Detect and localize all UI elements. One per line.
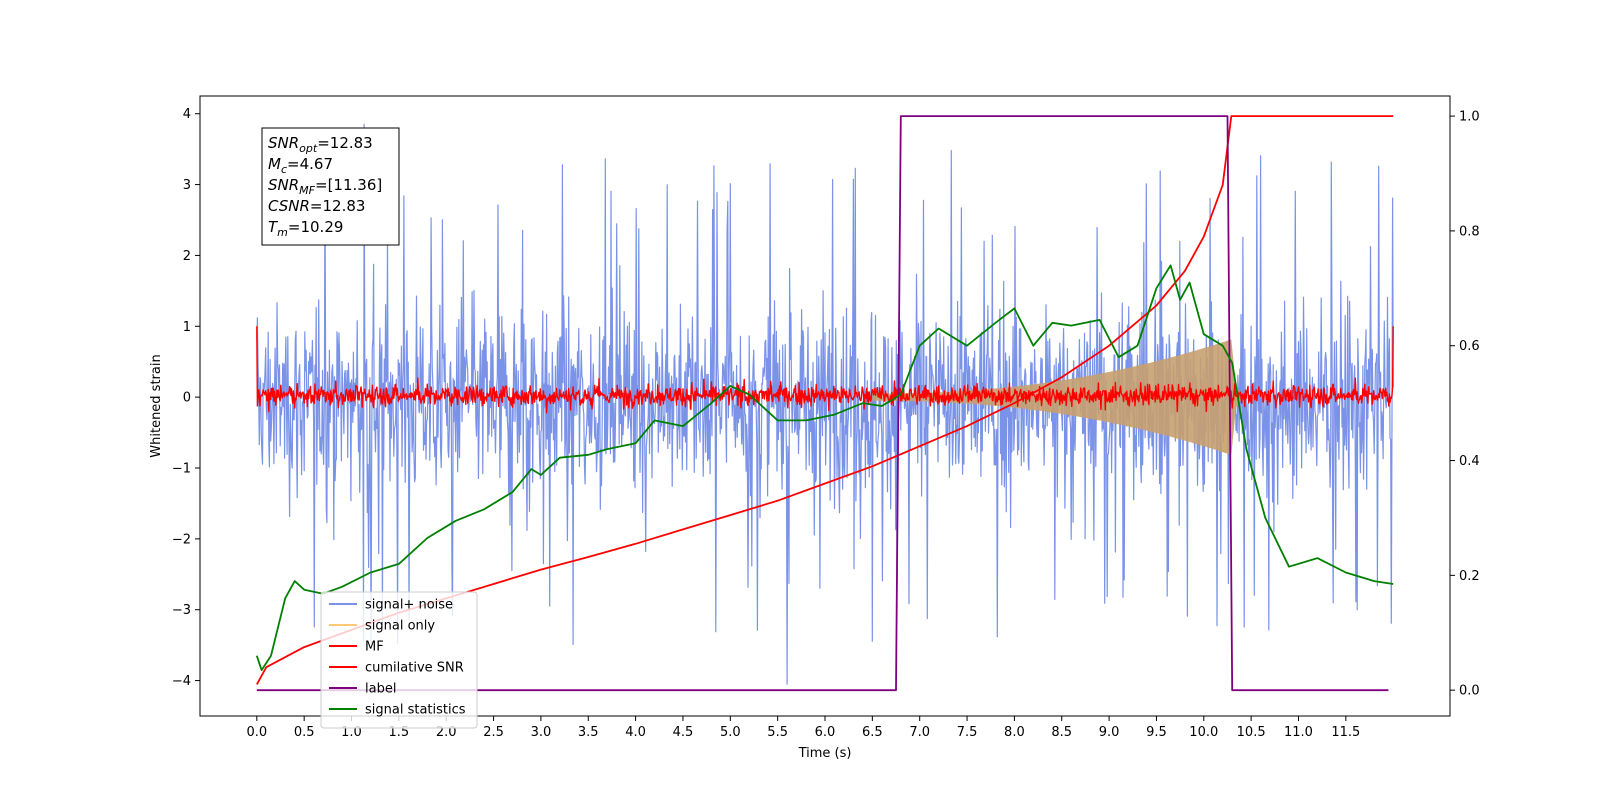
series-mf [256,326,1394,414]
axes-layer: 0.0 0.5 1.0 1.5 2.0 2.5 3.0 3.5 4.0 4.5 5.0 5.5 6.0 6… [149,95,1480,761]
y-tick-label: 2 [183,249,191,264]
x-axis-label: Time (s) [798,746,852,761]
legend-label: cumilative SNR [365,661,464,676]
y2-tick-label: 0.6 [1459,339,1480,354]
x-tick-label: 9.5 [1146,725,1167,740]
x-tick-label: 1.0 [341,725,362,740]
y2-tick-label: 0.0 [1459,684,1480,699]
x-tick-label: 0.5 [294,725,315,740]
annotation-line: CSNR=12.83 [268,197,365,215]
x-tick-label: 3.0 [531,725,552,740]
x-tick-label: 2.5 [483,725,504,740]
x-tick-label: 7.5 [957,725,978,740]
series-line [255,264,1394,671]
legend-label: MF [365,640,384,655]
x-tick-label: 2.0 [436,725,457,740]
x-tick-label: 5.5 [767,725,788,740]
y2-tick-label: 0.8 [1459,224,1480,239]
y-tick-label: −4 [172,674,191,689]
x-tick-label: 3.5 [578,725,599,740]
x-tick-label: 4.5 [673,725,694,740]
y-tick-label: −1 [172,462,191,477]
legend: signal+ noise signal only MF cumilative SNR… [320,591,478,729]
annotation-line: Mc=4.67 [268,155,333,176]
y-tick-label: 3 [183,178,191,193]
y-tick-label: −2 [172,532,191,547]
x-tick-label: 1.5 [389,725,410,740]
x-tick-label: 10.0 [1189,725,1218,740]
y-tick-label: −3 [172,603,191,618]
y-axis-label: Whitened strain [149,354,164,457]
annotation-line: SNRMF=[11.36] [268,176,382,197]
legend-frame [320,591,478,729]
x-tick-label: 9.0 [1099,725,1120,740]
legend-label: label [365,682,396,697]
x-tick-label: 11.0 [1284,725,1313,740]
annotation-line: Tm=10.29 [268,218,343,239]
y2-tick-label: 0.4 [1459,454,1480,469]
legend-label: signal statistics [365,703,466,718]
x-tick-label: 0.0 [246,725,267,740]
x-tick-label: 7.0 [909,725,930,740]
annotation-frame [261,127,400,246]
x-tick-label: 10.5 [1237,725,1266,740]
y-tick-label: 1 [183,320,191,335]
x-tick-label: 8.5 [1051,725,1072,740]
series-line [256,326,1394,414]
legend-label: signal+ noise [365,598,453,613]
x-tick-label: 6.0 [815,725,836,740]
y2-tick-label: 1.0 [1459,110,1480,125]
x-tick-label: 5.0 [720,725,741,740]
series-label [256,115,1389,692]
x-tick-label: 4.0 [625,725,646,740]
y-tick-label: 4 [183,107,191,122]
y-tick-label: 0 [183,391,191,406]
x-tick-label: 6.5 [862,725,883,740]
legend-label: signal only [365,619,435,634]
y2-tick-label: 0.2 [1459,569,1480,584]
series-line [256,115,1389,692]
x-tick-label: 8.0 [1004,725,1025,740]
series-signal-statistics [255,264,1394,671]
x-tick-label: 11.5 [1331,725,1360,740]
annotation-box: SNRopt=12.83Mc=4.67SNRMF=[11.36]CSNR=12.… [261,127,400,246]
annotation-line: SNRopt=12.83 [268,134,373,155]
